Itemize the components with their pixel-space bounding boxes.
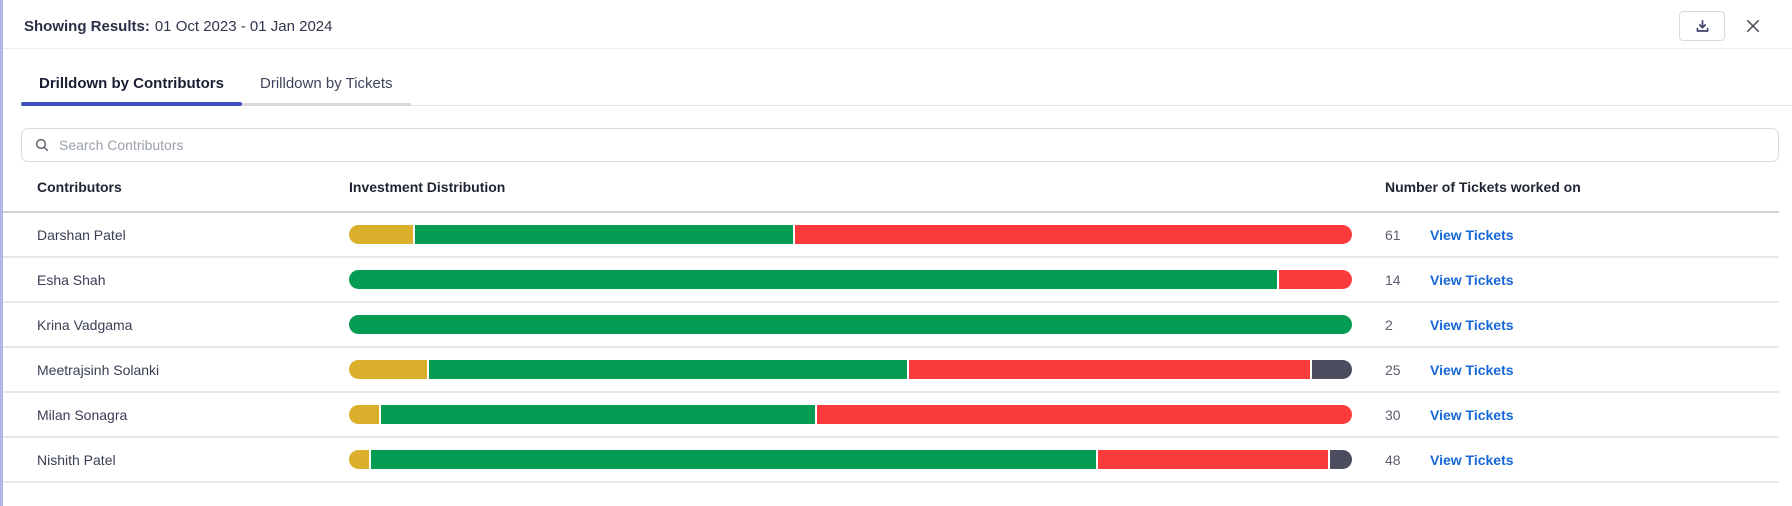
results-value: 01 Oct 2023 - 01 Jan 2024: [154, 17, 333, 35]
tab-drilldown-by-contributors[interactable]: Drilldown by Contributors: [21, 75, 242, 106]
download-icon: [1694, 18, 1711, 35]
distribution-bar: [349, 450, 1352, 469]
search-input[interactable]: [59, 137, 1766, 153]
table-row: Milan Sonagra 30 View Tickets: [3, 393, 1779, 438]
column-header-contributors: Contributors: [37, 178, 122, 195]
ticket-count: 25: [1385, 361, 1401, 378]
ticket-count: 61: [1385, 226, 1401, 243]
bar-segment-yellow: [349, 405, 379, 424]
distribution-bar: [349, 270, 1352, 289]
distribution-bar-cell: [349, 360, 1352, 379]
view-tickets-link[interactable]: View Tickets: [1430, 226, 1514, 243]
ticket-count: 2: [1385, 316, 1393, 333]
view-tickets-link[interactable]: View Tickets: [1430, 316, 1514, 333]
bar-segment-dark: [1312, 360, 1352, 379]
view-tickets-link[interactable]: View Tickets: [1430, 406, 1514, 423]
bar-segment-green: [370, 450, 1096, 469]
results-range: Showing Results: 01 Oct 2023 - 01 Jan 202…: [24, 18, 332, 35]
view-tickets-link[interactable]: View Tickets: [1430, 451, 1514, 468]
search-icon: [34, 137, 50, 153]
tabs: Drilldown by Contributors Drilldown by T…: [21, 75, 1792, 106]
download-button[interactable]: [1679, 11, 1725, 41]
bar-segment-red: [1278, 270, 1352, 289]
bar-segment-yellow: [349, 225, 413, 244]
bar-segment-green: [349, 270, 1277, 289]
distribution-bar-cell: [349, 270, 1352, 289]
bar-segment-green: [380, 405, 815, 424]
ticket-count: 30: [1385, 406, 1401, 423]
table-row: Nishith Patel 48 View Tickets: [3, 438, 1779, 483]
distribution-bar: [349, 315, 1352, 334]
distribution-bar: [349, 225, 1353, 244]
table-row: Darshan Patel 61 View Tickets: [3, 213, 1779, 258]
bar-segment-yellow: [349, 360, 427, 379]
bar-segment-red: [816, 405, 1352, 424]
contributor-name: Darshan Patel: [37, 226, 126, 243]
table-row: Krina Vadgama 2 View Tickets: [3, 303, 1779, 348]
distribution-bar-cell: [349, 315, 1352, 334]
search-bar[interactable]: [21, 128, 1779, 162]
close-button[interactable]: [1742, 15, 1764, 37]
header-actions: [1679, 11, 1764, 41]
results-label: Showing Results:: [24, 17, 150, 35]
contributors-table: Darshan Patel 61 View Tickets Esha Shah …: [3, 213, 1792, 483]
contributor-name: Milan Sonagra: [37, 406, 128, 423]
contributor-name: Meetrajsinh Solanki: [37, 361, 160, 378]
tab-drilldown-by-tickets[interactable]: Drilldown by Tickets: [242, 75, 411, 106]
distribution-bar: [349, 405, 1352, 424]
column-header-tickets-worked-on: Number of Tickets worked on: [1385, 178, 1581, 195]
bar-segment-green: [414, 225, 793, 244]
contributor-name: Nishith Patel: [37, 451, 116, 468]
view-tickets-link[interactable]: View Tickets: [1430, 271, 1514, 288]
ticket-count: 14: [1385, 271, 1401, 288]
bar-segment-green: [349, 315, 1352, 334]
distribution-bar-cell: [349, 405, 1352, 424]
view-tickets-link[interactable]: View Tickets: [1430, 361, 1514, 378]
bar-segment-yellow: [349, 450, 369, 469]
column-header-investment-distribution: Investment Distribution: [349, 178, 506, 195]
bar-segment-red: [909, 360, 1311, 379]
bar-segment-red: [1097, 450, 1329, 469]
contributor-name: Krina Vadgama: [37, 316, 133, 333]
close-icon: [1744, 17, 1762, 35]
bar-segment-dark: [1330, 450, 1352, 469]
distribution-bar-cell: [349, 450, 1352, 469]
table-row: Esha Shah 14 View Tickets: [3, 258, 1779, 303]
contributor-name: Esha Shah: [37, 271, 106, 288]
distribution-bar: [349, 360, 1352, 379]
bar-segment-green: [428, 360, 908, 379]
table-header: Contributors Investment Distribution Num…: [3, 162, 1779, 213]
table-row: Meetrajsinh Solanki 25 View Tickets: [3, 348, 1779, 393]
panel-header: Showing Results: 01 Oct 2023 - 01 Jan 202…: [3, 0, 1792, 49]
distribution-bar-cell: [349, 225, 1353, 244]
bar-segment-red: [794, 225, 1353, 244]
ticket-count: 48: [1385, 451, 1401, 468]
